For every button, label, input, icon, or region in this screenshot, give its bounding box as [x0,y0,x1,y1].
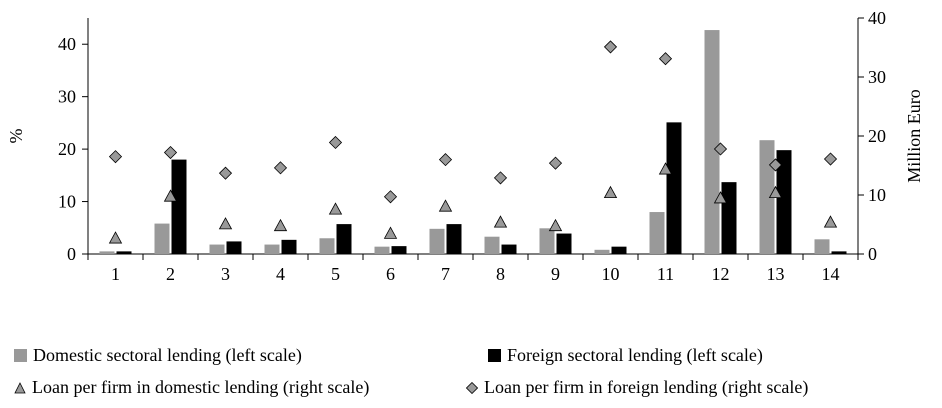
marker-loan-domestic [438,199,453,212]
x-tick-label: 10 [602,264,620,284]
chart-bars [99,30,847,254]
bar-foreign [446,224,462,254]
bar-foreign [336,224,352,254]
right-tick-label: 30 [868,67,886,87]
bar-domestic [484,236,500,254]
x-tick-label: 9 [551,264,560,284]
bar-foreign [226,241,242,254]
marker-loan-domestic [218,217,233,230]
bar-foreign [116,251,132,254]
bar-domestic [209,244,225,254]
x-tick-label: 13 [767,264,785,284]
bar-foreign [776,150,792,254]
bar-domestic [154,223,170,254]
marker-loan-domestic [273,218,288,232]
marker-loan-domestic [328,202,343,215]
x-tick-label: 5 [331,264,340,284]
bar-foreign [171,159,187,254]
bar-domestic [264,244,280,254]
y-axis-title-right: Million Euro [904,89,924,183]
bar-domestic [429,228,445,254]
marker-loan-domestic [108,231,123,244]
right-tick-label: 20 [868,126,886,146]
bar-domestic [649,212,665,254]
bar-domestic [374,246,390,254]
bar-domestic [594,249,610,254]
marker-loan-foreign [218,166,233,180]
left-tick-label: 20 [58,139,76,159]
bar-foreign [556,233,572,254]
marker-loan-domestic [658,162,673,175]
x-tick-label: 3 [221,264,230,284]
x-tick-label: 12 [712,264,730,284]
marker-loan-foreign [603,40,618,54]
y-axis-title-left: % [6,129,26,144]
marker-loan-foreign [713,142,728,156]
marker-loan-foreign [548,156,563,170]
bar-foreign [611,246,627,254]
marker-loan-foreign [383,190,398,204]
bar-domestic [99,251,115,254]
left-tick-label: 30 [58,87,76,107]
x-tick-label: 6 [386,264,395,284]
right-tick-label: 10 [868,185,886,205]
marker-loan-domestic [823,215,838,228]
marker-loan-foreign [658,52,673,66]
marker-loan-domestic [713,191,728,204]
marker-loan-domestic [768,185,783,199]
bar-domestic [319,238,335,254]
x-tick-label: 1 [111,264,120,284]
chart-markers [108,40,838,244]
x-tick-label: 4 [276,264,285,284]
marker-loan-domestic [548,218,563,232]
right-tick-label: 40 [868,8,886,28]
bar-domestic [759,140,775,254]
bar-domestic [539,228,555,254]
x-tick-label: 7 [441,264,450,284]
marker-loan-foreign [823,152,838,166]
marker-loan-foreign [273,161,288,175]
bar-foreign [501,244,517,254]
marker-loan-foreign [493,171,508,185]
left-tick-label: 0 [67,244,76,264]
bar-domestic [704,30,720,254]
marker-loan-domestic [163,189,178,202]
left-tick-label: 40 [58,34,76,54]
marker-loan-domestic [383,226,398,239]
marker-loan-domestic [493,215,508,228]
marker-loan-foreign [768,158,783,172]
bar-foreign [831,251,847,254]
x-tick-label: 8 [496,264,505,284]
left-tick-label: 10 [58,192,76,212]
marker-loan-foreign [438,153,453,167]
chart-axes [82,17,864,260]
x-tick-label: 2 [166,264,175,284]
right-tick-label: 0 [868,244,877,264]
bar-foreign [391,246,407,254]
marker-loan-foreign [108,150,123,164]
bar-foreign [281,239,297,254]
marker-loan-foreign [328,135,343,150]
marker-loan-domestic [603,185,618,199]
bar-foreign [721,182,737,254]
x-tick-label: 11 [657,264,674,284]
bar-domestic [814,239,830,254]
bar-foreign [666,122,682,254]
x-tick-label: 14 [822,264,840,284]
marker-loan-foreign [163,145,178,160]
